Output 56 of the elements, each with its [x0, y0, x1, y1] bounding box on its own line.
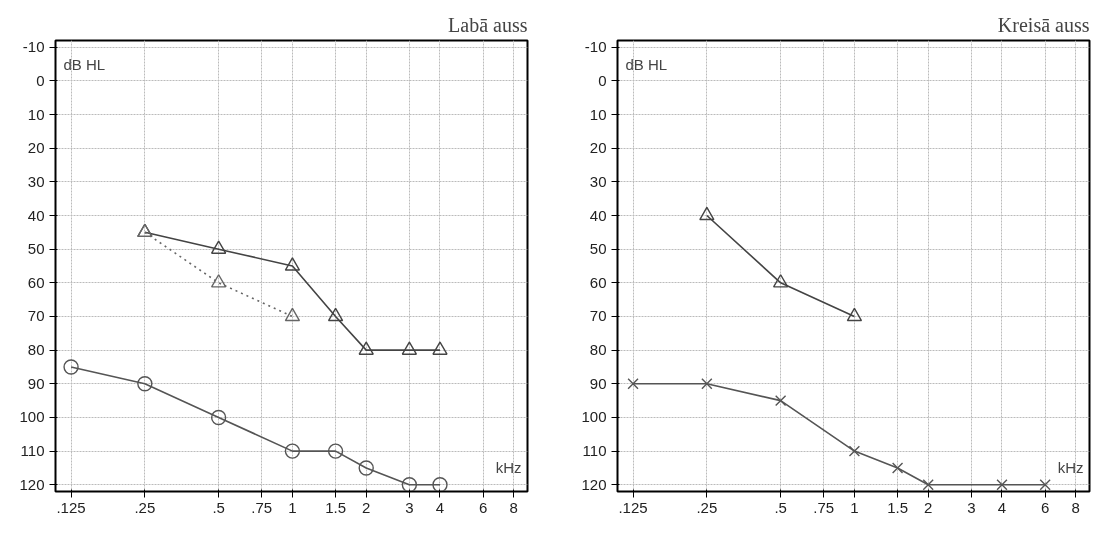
x-tick-label: .25 — [696, 498, 718, 516]
y-tick-label: -10 — [584, 38, 607, 56]
x-tick-label: .125 — [56, 498, 86, 516]
y-tick-label: 50 — [589, 240, 607, 258]
y-tick-label: 100 — [581, 408, 607, 426]
x-tick-label: 6 — [478, 498, 488, 516]
x-tick-label: 4 — [997, 498, 1007, 516]
y-tick-label: 120 — [581, 475, 607, 493]
y-tick-label: 30 — [589, 172, 607, 190]
y-tick-label: 0 — [36, 71, 45, 89]
x-tick-label: 8 — [1071, 498, 1080, 516]
y-tick-label: 30 — [27, 172, 45, 190]
x-tick-label: 1.5 — [887, 498, 909, 516]
y-tick-label: 120 — [19, 475, 45, 493]
chart-title: Kreisā auss — [997, 13, 1090, 36]
x-tick-label: 2 — [362, 498, 371, 516]
y-tick-label: 70 — [27, 307, 45, 325]
x-tick-label: 1 — [850, 498, 859, 516]
x-tick-label: 3 — [405, 498, 414, 516]
x-tick-label: .75 — [813, 498, 835, 516]
y-tick-label: 100 — [19, 408, 45, 426]
y-tick-label: 20 — [27, 139, 45, 157]
y-tick-label: 40 — [589, 206, 607, 224]
y-tick-label: 50 — [27, 240, 45, 258]
x-tick-label: 6 — [1040, 498, 1050, 516]
x-tick-label: .125 — [618, 498, 648, 516]
y-tick-label: 80 — [589, 341, 607, 359]
y-tick-label: 70 — [589, 307, 607, 325]
x-tick-label: .5 — [774, 498, 787, 516]
chart-title: Labā auss — [448, 13, 528, 36]
y-tick-label: 10 — [27, 105, 45, 123]
x-tick-label: 1.5 — [325, 498, 347, 516]
y-tick-label: 80 — [27, 341, 45, 359]
y-tick-label: -10 — [22, 38, 45, 56]
x-tick-label: 8 — [509, 498, 518, 516]
y-tick-label: 10 — [589, 105, 607, 123]
y-axis-title: dB HL — [63, 55, 106, 73]
y-tick-label: 60 — [589, 273, 607, 291]
x-tick-label: 1 — [288, 498, 297, 516]
y-tick-label: 90 — [27, 374, 45, 392]
y-tick-label: 0 — [598, 71, 607, 89]
y-tick-label: 110 — [582, 442, 607, 460]
x-axis-title: kHz — [495, 459, 522, 477]
x-tick-label: .5 — [212, 498, 225, 516]
y-tick-label: 90 — [589, 374, 607, 392]
x-axis-title: kHz — [1057, 459, 1084, 477]
x-tick-label: .25 — [134, 498, 156, 516]
y-tick-label: 60 — [27, 273, 45, 291]
x-tick-label: 3 — [967, 498, 976, 516]
x-tick-label: 4 — [435, 498, 445, 516]
x-tick-label: .75 — [251, 498, 273, 516]
y-tick-label: 110 — [20, 442, 45, 460]
y-axis-title: dB HL — [625, 55, 668, 73]
x-tick-label: 2 — [924, 498, 933, 516]
y-tick-label: 40 — [27, 206, 45, 224]
y-tick-label: 20 — [589, 139, 607, 157]
